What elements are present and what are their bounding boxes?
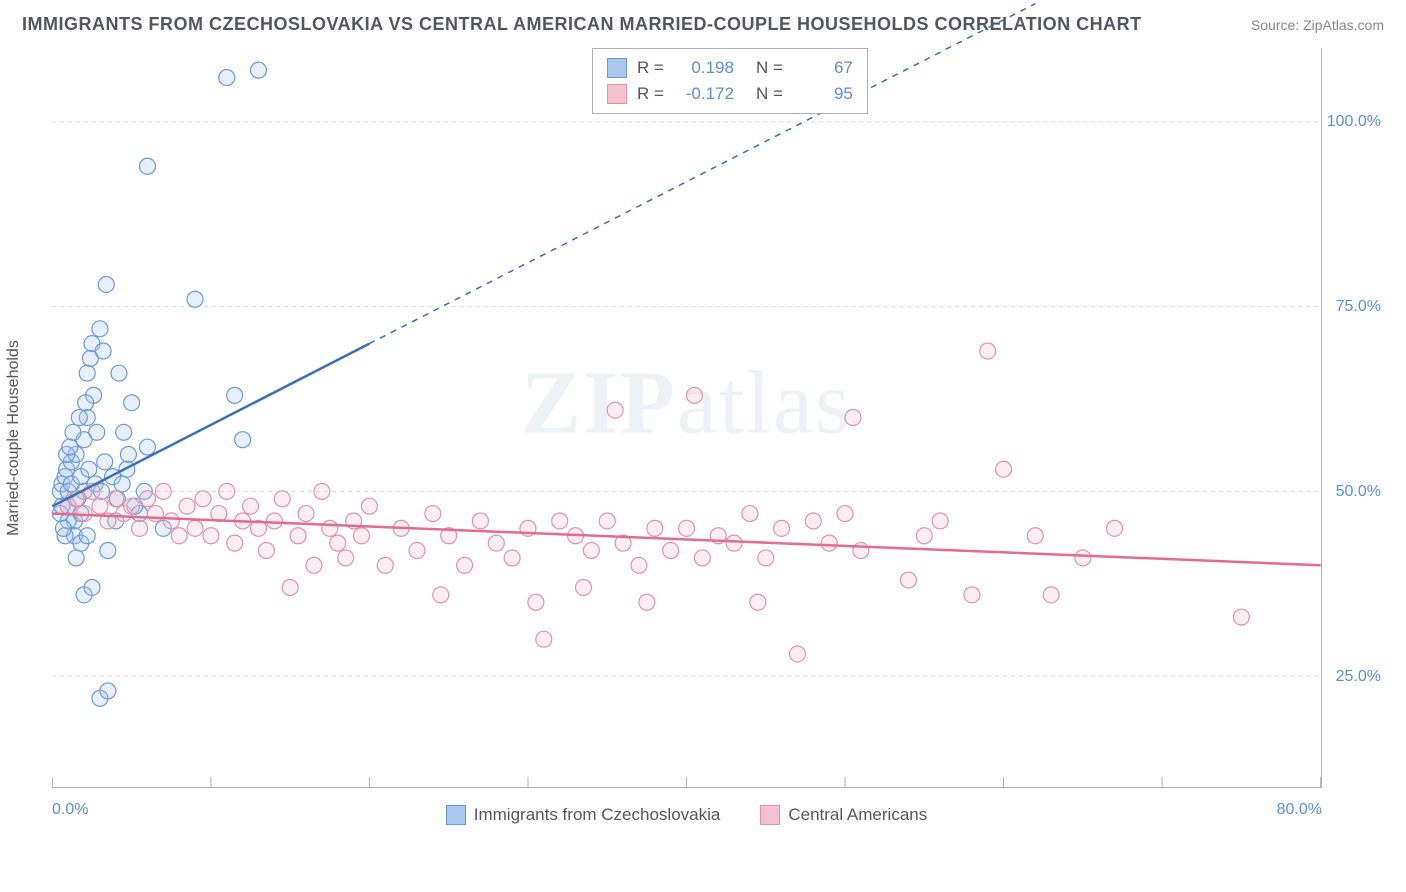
legend-r-value: 0.198 [674, 55, 734, 81]
legend-n-label: N = [756, 81, 783, 107]
series-legend-label: Immigrants from Czechoslovakia [474, 805, 721, 825]
chart-title: IMMIGRANTS FROM CZECHOSLOVAKIA VS CENTRA… [22, 14, 1142, 35]
y-axis-label: Married-couple Households [5, 340, 23, 536]
legend-n-label: N = [756, 55, 783, 81]
legend-r-label: R = [637, 55, 664, 81]
legend-swatch [760, 805, 780, 825]
x-tick-label: 0.0% [52, 801, 88, 819]
y-tick-label: 25.0% [1336, 668, 1381, 686]
plot-area: ZIPatlas R =0.198N =67R =-0.172N =95 Imm… [52, 48, 1322, 788]
legend-n-value: 67 [793, 55, 853, 81]
legend-swatch [446, 805, 466, 825]
y-tick-label: 100.0% [1327, 113, 1381, 131]
correlation-legend: R = 0.198 N = 67 R = -0.172 N = 95 [592, 48, 868, 114]
legend-row: R = -0.172 N = 95 [607, 81, 853, 107]
x-tick-label: 80.0% [1277, 801, 1322, 819]
y-tick-label: 75.0% [1336, 298, 1381, 316]
series-legend-item: Immigrants from Czechoslovakia [446, 805, 721, 825]
source-label: Source: ZipAtlas.com [1251, 17, 1384, 33]
legend-r-label: R = [637, 81, 664, 107]
legend-r-value: -0.172 [674, 81, 734, 107]
series-legend-item: Central Americans [760, 805, 927, 825]
legend-swatch [607, 58, 627, 78]
legend-n-value: 95 [793, 81, 853, 107]
series-legend-label: Central Americans [788, 805, 927, 825]
plot-svg [52, 48, 1321, 787]
legend-swatch [607, 84, 627, 104]
legend-row: R = 0.198 N = 67 [607, 55, 853, 81]
series-legend: Immigrants from Czechoslovakia Central Am… [52, 805, 1321, 825]
chart-container: Married-couple Households ZIPatlas R =0.… [22, 48, 1382, 828]
y-tick-label: 50.0% [1336, 483, 1381, 501]
